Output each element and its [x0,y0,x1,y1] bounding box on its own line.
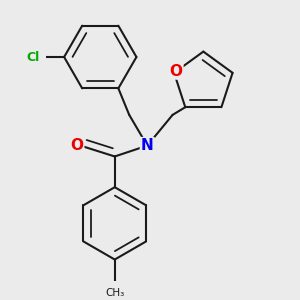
Text: CH₃: CH₃ [105,289,124,298]
Text: Cl: Cl [27,50,40,64]
Text: N: N [141,138,154,153]
Text: O: O [169,64,182,79]
Text: O: O [70,138,83,153]
